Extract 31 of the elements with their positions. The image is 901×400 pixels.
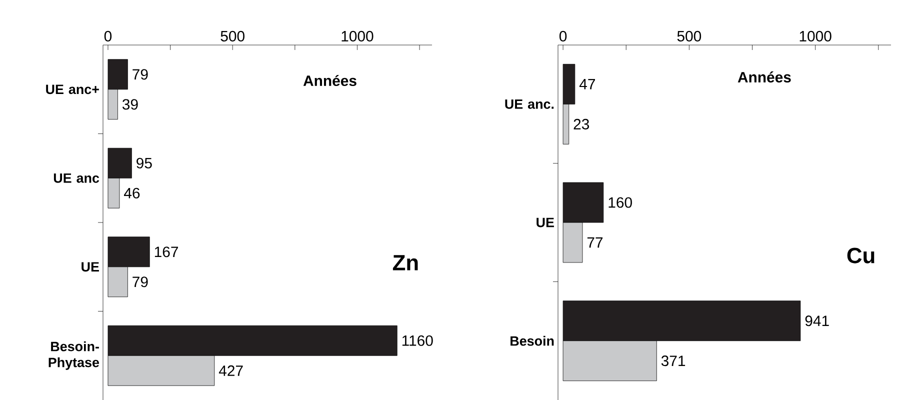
x-axis-title: Années xyxy=(738,71,791,82)
y-tick-label: UE xyxy=(82,262,99,272)
y-tick-label: UE anc xyxy=(54,173,100,183)
text: Cu xyxy=(847,248,874,264)
data-label: 1160 xyxy=(402,335,433,346)
data-label: 79 xyxy=(132,276,148,288)
text: Zn xyxy=(392,255,418,270)
data-label: 47 xyxy=(579,79,595,90)
x-tick-label: 500 xyxy=(677,30,702,42)
data-label: 46 xyxy=(124,188,140,198)
data-label: 39 xyxy=(122,99,138,110)
data-label: 941 xyxy=(805,316,829,326)
data-label: 77 xyxy=(587,237,603,248)
data-label: 23 xyxy=(574,118,590,130)
data-label: 79 xyxy=(132,69,148,80)
x-tick-label: 0 xyxy=(559,30,567,42)
y-tick-label: UE xyxy=(536,218,554,228)
y-tick-label: Besoin-Phytase xyxy=(48,341,100,370)
data-label: 167 xyxy=(154,246,178,258)
y-tick-label: Besoin xyxy=(510,336,554,346)
data-label: 427 xyxy=(218,365,243,376)
x-axis-title: Années xyxy=(303,74,356,86)
x-tick-label: 1000 xyxy=(342,30,374,42)
x-tick-label: 1000 xyxy=(800,30,832,42)
x-tick-label: 500 xyxy=(220,30,244,42)
y-tick-label: UE anc+ xyxy=(46,84,99,94)
data-label: 95 xyxy=(136,158,152,168)
x-tick-label: 0 xyxy=(104,30,112,42)
data-label: 160 xyxy=(608,197,632,208)
data-label: 371 xyxy=(661,356,686,366)
y-tick-label: UE anc. xyxy=(505,99,554,109)
